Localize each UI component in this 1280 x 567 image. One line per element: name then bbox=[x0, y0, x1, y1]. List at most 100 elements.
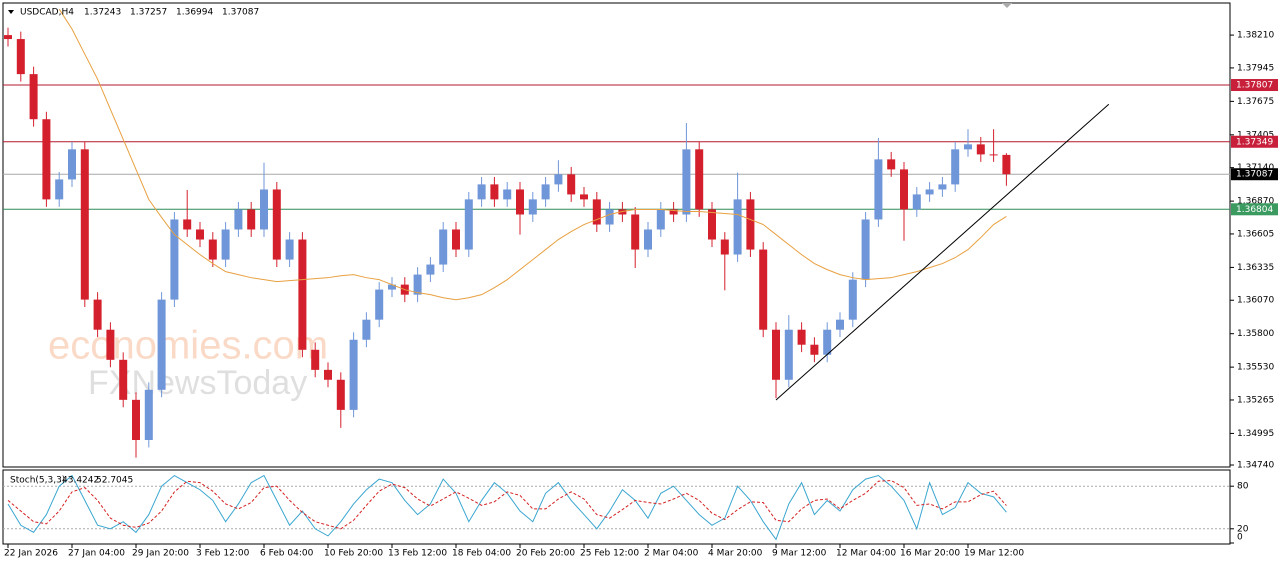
y-tick-label: 1.37945 bbox=[1237, 63, 1274, 73]
price-pane bbox=[2, 2, 1231, 468]
x-tick-label: 10 Feb 20:00 bbox=[324, 549, 383, 559]
candle-body bbox=[823, 329, 832, 355]
x-tick-label: 19 Mar 12:00 bbox=[964, 549, 1024, 559]
x-tick-label: 2 Mar 04:00 bbox=[644, 549, 699, 559]
candle-body bbox=[183, 219, 192, 230]
candle-body bbox=[272, 189, 281, 260]
candle-body bbox=[93, 299, 102, 330]
candle-body bbox=[208, 239, 217, 260]
candle-body bbox=[260, 189, 268, 230]
x-tick-label: 12 Mar 04:00 bbox=[836, 549, 896, 559]
candle-body bbox=[413, 274, 422, 295]
candle-body bbox=[349, 339, 358, 410]
y-tick-label: 1.37405 bbox=[1237, 130, 1274, 140]
x-tick-label: 4 Mar 20:00 bbox=[708, 549, 763, 559]
candle-body bbox=[567, 174, 576, 195]
stoch-value: 43.4242 bbox=[62, 476, 99, 486]
y-tick-label: 1.36605 bbox=[1237, 229, 1274, 239]
candle-body bbox=[580, 194, 588, 200]
candle-body bbox=[336, 379, 345, 410]
shift-marker bbox=[1002, 3, 1012, 8]
candle-body bbox=[964, 144, 972, 150]
candle-body bbox=[29, 74, 38, 120]
ohlc-value: 1.36994 bbox=[176, 8, 213, 18]
candle-body bbox=[810, 344, 819, 355]
candle-body bbox=[784, 329, 793, 380]
candle-body bbox=[605, 209, 614, 225]
x-tick-label: 16 Mar 20:00 bbox=[900, 549, 960, 559]
candle-body bbox=[772, 329, 780, 380]
candle-body bbox=[234, 209, 243, 230]
y-tick-label: 1.36070 bbox=[1237, 296, 1274, 306]
candle-body bbox=[106, 329, 115, 360]
candle-body bbox=[669, 209, 678, 215]
candle-body bbox=[80, 149, 89, 300]
candle-body bbox=[631, 214, 640, 250]
y-tick-label: 1.35265 bbox=[1237, 395, 1274, 405]
x-tick-label: 27 Jan 04:00 bbox=[68, 549, 125, 559]
price-label-box bbox=[1231, 203, 1278, 216]
menu-arrow bbox=[8, 10, 14, 14]
y-tick-label: 1.34740 bbox=[1237, 461, 1274, 471]
candle-body bbox=[285, 239, 294, 260]
symbol-title: USDCAD,H4 bbox=[20, 8, 74, 18]
candle-body bbox=[951, 149, 960, 185]
y-tick-label: 1.37140 bbox=[1237, 163, 1274, 173]
candle-body bbox=[861, 219, 870, 280]
stoch-value: 52.7045 bbox=[96, 476, 133, 486]
candle-body bbox=[682, 149, 691, 215]
candle-body bbox=[42, 119, 51, 200]
candle-body bbox=[426, 264, 435, 275]
y-tick-label: 80 bbox=[1237, 482, 1249, 492]
candle-body bbox=[848, 279, 857, 320]
price-label-box bbox=[1231, 168, 1278, 181]
candle-body bbox=[16, 39, 25, 75]
x-tick-label: 6 Feb 04:00 bbox=[260, 549, 314, 559]
candle-body bbox=[1002, 154, 1011, 175]
trend-line bbox=[775, 103, 1110, 401]
y-tick-label: 20 bbox=[1237, 524, 1249, 534]
candle-body bbox=[836, 319, 844, 330]
candle-body bbox=[55, 179, 64, 200]
candle-body bbox=[989, 154, 998, 156]
x-tick-label: 25 Feb 12:00 bbox=[580, 549, 639, 559]
candle-body bbox=[375, 289, 384, 320]
candle-body bbox=[887, 159, 896, 170]
candle-body bbox=[298, 239, 307, 350]
candle-body bbox=[503, 189, 512, 200]
candle-body bbox=[196, 229, 204, 240]
candle-body bbox=[900, 169, 908, 210]
candle-body bbox=[656, 209, 665, 230]
candle-body bbox=[247, 209, 256, 230]
candle-body bbox=[464, 199, 473, 250]
candle-body bbox=[157, 299, 166, 390]
moving-average bbox=[58, 8, 1007, 301]
candle-body bbox=[797, 329, 806, 345]
candle-body bbox=[874, 159, 883, 220]
stoch-title: Stoch(5,3,3) bbox=[10, 476, 65, 486]
candle-body bbox=[708, 209, 716, 240]
y-tick-label: 1.35530 bbox=[1237, 363, 1274, 373]
candle-body bbox=[912, 194, 921, 210]
stoch-line bbox=[7, 480, 1007, 530]
y-tick-label: 1.34995 bbox=[1237, 429, 1274, 439]
candle-body bbox=[554, 174, 563, 185]
candle-body bbox=[695, 149, 704, 210]
price-label: 1.36804 bbox=[1236, 205, 1273, 215]
price-label-box bbox=[1231, 79, 1278, 92]
ohlc-value: 1.37257 bbox=[130, 8, 167, 18]
x-tick-label: 20 Feb 20:00 bbox=[516, 549, 575, 559]
candle-body bbox=[221, 229, 230, 260]
price-label: 1.37349 bbox=[1236, 137, 1273, 147]
stoch-line bbox=[7, 474, 1007, 541]
stoch-pane bbox=[2, 469, 1231, 545]
candle-body bbox=[490, 184, 499, 200]
candle-body bbox=[592, 199, 601, 225]
candle-body bbox=[144, 389, 153, 440]
x-tick-label: 29 Jan 20:00 bbox=[132, 549, 189, 559]
y-tick-label: 1.36335 bbox=[1237, 263, 1274, 273]
x-tick-label: 9 Mar 12:00 bbox=[772, 549, 827, 559]
candle-body bbox=[541, 184, 550, 200]
candle-body bbox=[119, 359, 128, 400]
